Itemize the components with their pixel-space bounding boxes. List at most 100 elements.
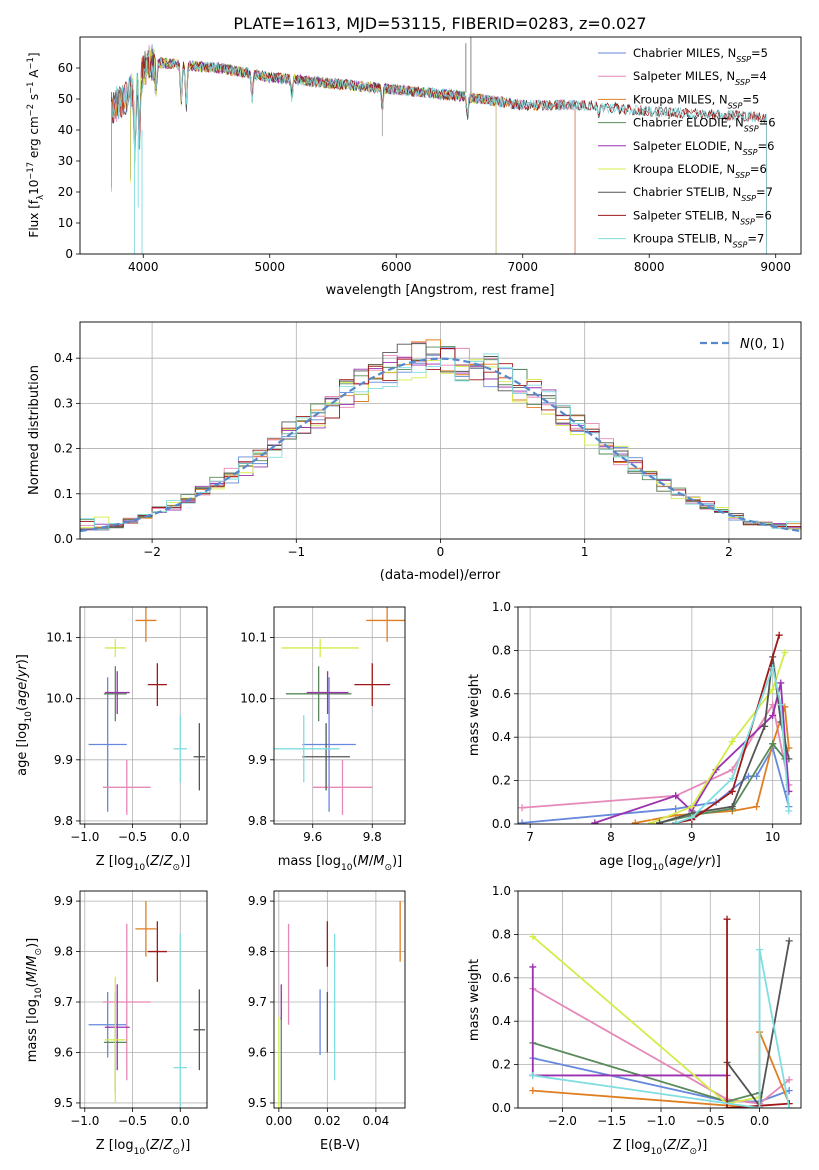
axes-spectrum: 4000 5000 6000 7000 8000 9000 0 10 20 30 40 50 60 wav… [25, 36, 802, 298]
mass-weight-marker [728, 774, 736, 782]
y-tick-label: 1.0 [492, 884, 511, 898]
errorbar-point [302, 723, 350, 791]
x-axis-label: age [log10(age/yr)] [599, 854, 721, 873]
x-axis-label: E(B-V) [320, 1138, 360, 1153]
axes-frame [517, 890, 802, 1109]
legend-entry: Chabrier MILES, NSSP=5 [633, 46, 768, 64]
axes-residuals: −2 −1 0 1 2 0.0 0.1 0.2 0.3 0.4 (data-model)/error… [27, 321, 802, 583]
mass-weight-marker [785, 755, 793, 763]
plot-content [88, 901, 206, 1108]
mass-weight-marker [672, 792, 680, 800]
x-tick-label: 0.0 [171, 1114, 190, 1128]
y-tick-label: 0 [65, 247, 73, 261]
mass-weight-marker [647, 819, 655, 824]
axes-frame [517, 606, 802, 825]
y-tick-label: 9.7 [248, 995, 267, 1009]
errorbar-point [135, 607, 157, 642]
x-tick-label: −1.5 [597, 1114, 626, 1128]
errorbar-point [104, 984, 130, 1071]
x-tick-label: 0.02 [314, 1114, 341, 1128]
mass-weight-marker [785, 1104, 793, 1108]
mass-weight-marker [591, 819, 599, 824]
plot-content [529, 915, 793, 1108]
legend-entry: Kroupa MILES, NSSP=5 [633, 92, 759, 110]
spectrum-line [111, 52, 767, 254]
mass-weight-marker [785, 937, 793, 945]
plot-area: 4000 5000 6000 7000 8000 90000102030405060wav… [15, 36, 802, 1157]
mass-weight-marker [723, 915, 731, 923]
x-tick-label: 10 [765, 830, 780, 844]
x-tick-label: −2 [143, 545, 161, 559]
errorbar-point [88, 677, 127, 812]
errorbar-point [193, 989, 206, 1071]
plot-content [278, 901, 401, 1108]
x-axis-label: (data-model)/error [380, 568, 501, 583]
x-tick-label: 8000 [634, 260, 665, 274]
y-tick-label: 1.0 [492, 600, 511, 614]
y-tick-label: 9.9 [248, 894, 267, 908]
errorbar-point [102, 759, 151, 815]
spectrum-line [111, 44, 576, 254]
errorbar-point [285, 666, 352, 722]
errorbar-point [135, 901, 157, 957]
legend-entry: Kroupa STELIB, NSSP=7 [633, 232, 764, 250]
mass-weight-marker [769, 664, 777, 672]
errorbar-point [104, 638, 126, 658]
y-axis-label: age [log10(age/yr)] [15, 654, 34, 776]
normal-reference-curve [80, 357, 801, 533]
x-tick-label: −0.5 [118, 1114, 147, 1128]
y-axis-label: mass [log10(M/M⊙)] [25, 938, 44, 1062]
mass-weight-marker [728, 803, 736, 811]
mass-weight-marker [529, 933, 537, 941]
mass-weight-marker [518, 804, 526, 812]
axes-mass_vs_Z: −1.0 −0.5 0.0 9.5 9.6 9.7 9.8 9.9 Z [log10(Z/Z⊙)… [25, 890, 208, 1157]
mass-weight-marker [756, 1104, 764, 1108]
plot-content [111, 37, 767, 254]
mass-weight-marker [728, 787, 736, 795]
mass-weight-marker [781, 649, 789, 657]
x-tick-label: 1 [581, 545, 589, 559]
legend-entry: N(0, 1) [740, 337, 785, 352]
legend-entry: Chabrier STELIB, NSSP=7 [633, 185, 773, 203]
x-axis-label: wavelength [Angstrom, rest frame] [326, 283, 555, 298]
mass-weight-marker [769, 685, 777, 693]
mass-weight-marker [777, 679, 785, 687]
y-tick-label: 20 [58, 185, 73, 199]
y-tick-label: 0.4 [492, 730, 511, 744]
y-tick-label: 0.2 [54, 442, 73, 456]
mass-weight-marker [744, 772, 752, 780]
x-tick-label: −1.0 [646, 1114, 675, 1128]
errorbar-point [274, 715, 340, 783]
plot-content [274, 607, 405, 815]
spectrum-line [111, 53, 767, 254]
plot-content [88, 607, 206, 815]
mass-weight-line [659, 742, 786, 824]
x-tick-label: 0.00 [265, 1114, 292, 1128]
mass-weight-marker [529, 963, 537, 971]
y-tick-label: 60 [58, 61, 73, 75]
x-tick-label: −0.5 [118, 830, 147, 844]
y-axis-label: mass weight [467, 674, 482, 756]
axes-age_vs_Z: −1.0 −0.5 0.0 9.8 9.9 10.0 10.1 Z [log10(Z/Z⊙)]… [15, 606, 208, 873]
y-tick-label: 9.6 [248, 1045, 267, 1059]
x-axis-label: Z [log10(Z/Z⊙)] [96, 1138, 191, 1157]
y-tick-label: 40 [58, 123, 73, 137]
y-tick-label: 9.6 [54, 1045, 73, 1059]
y-tick-label: 0.6 [492, 687, 511, 701]
mass-weight-marker [529, 1087, 537, 1095]
y-tick-label: 9.9 [54, 753, 73, 767]
legend-entry: Kroupa ELODIE, NSSP=6 [633, 162, 767, 180]
x-tick-label: 4000 [128, 260, 159, 274]
y-tick-label: 9.5 [54, 1096, 73, 1110]
errorbar-point [193, 723, 206, 791]
x-tick-label: 7 [526, 830, 534, 844]
mass-weight-marker [777, 701, 785, 709]
axes-frame [79, 890, 208, 1109]
mass-weight-marker [688, 803, 696, 811]
errorbar-point [366, 607, 405, 642]
mass-weight-marker [775, 631, 783, 639]
y-tick-label: 10.1 [240, 631, 267, 645]
mass-weight-marker [753, 772, 761, 780]
y-tick-label: 0.4 [492, 1014, 511, 1028]
